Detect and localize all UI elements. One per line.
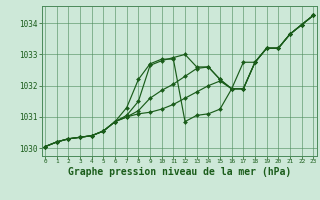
X-axis label: Graphe pression niveau de la mer (hPa): Graphe pression niveau de la mer (hPa) — [68, 167, 291, 177]
